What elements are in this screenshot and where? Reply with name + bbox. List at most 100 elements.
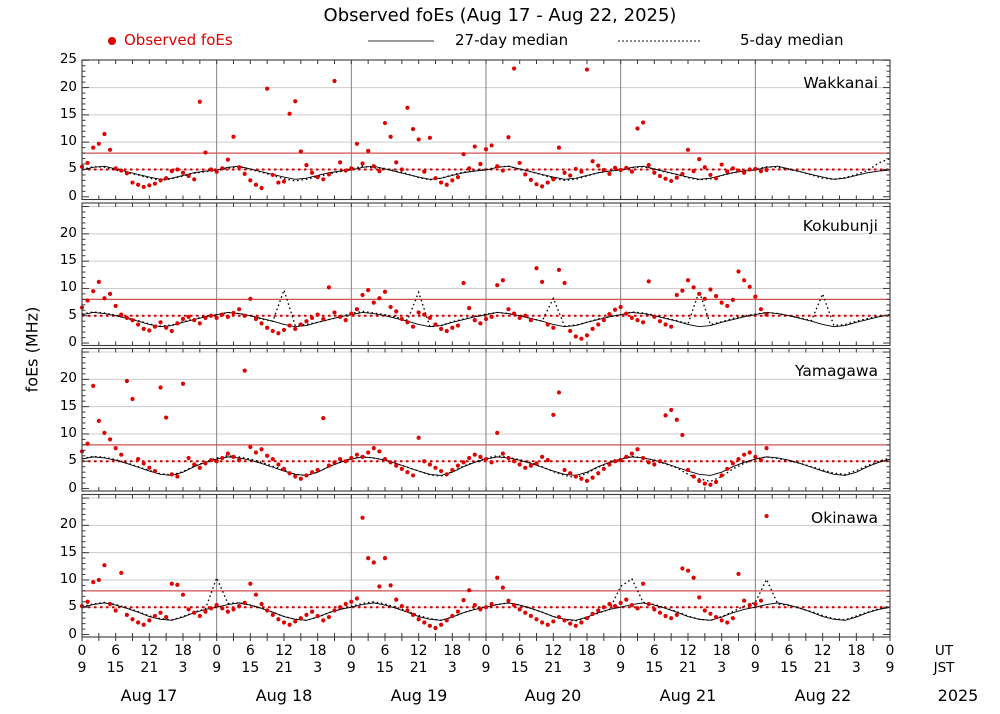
x-tick-label-ut: 0 — [212, 643, 222, 659]
page-title: Observed foEs (Aug 17 - Aug 22, 2025) — [323, 5, 677, 26]
station-label-wakkanai: Wakkanai — [803, 74, 878, 92]
x-tick-label-ut: 6 — [380, 643, 390, 659]
x-tick-label-jst: 15 — [376, 660, 394, 676]
y-tick-label: 20 — [59, 516, 77, 533]
station-label-okinawa: Okinawa — [811, 509, 878, 527]
x-tick-label-jst: 3 — [851, 660, 861, 676]
x-tick-label-jst: 9 — [212, 660, 222, 676]
legend-median27-label: 27-day median — [455, 31, 569, 49]
x-tick-label-ut: 12 — [813, 643, 832, 659]
x-tick-label-jst: 15 — [510, 660, 529, 676]
y-tick-label: 15 — [59, 105, 77, 122]
station-label-yamagawa: Yamagawa — [795, 362, 878, 380]
panel-okinawa — [79, 493, 891, 641]
x-tick-label-jst: 15 — [780, 660, 798, 676]
y-tick-label: 5 — [68, 452, 77, 469]
date-label-aug22: Aug 22 — [794, 686, 852, 705]
y-tick-label: 15 — [59, 397, 77, 414]
y-tick-label: 0 — [68, 187, 77, 204]
y-tick-label: 10 — [59, 424, 77, 441]
x-tick-label-ut: 0 — [481, 643, 491, 659]
x-tick-label-jst: 21 — [679, 660, 697, 676]
x-tick-label-ut: 0 — [885, 643, 895, 659]
y-tick-label: 5 — [68, 306, 77, 323]
x-tick-label-ut: 12 — [275, 643, 293, 659]
x-tick-label-jst: 21 — [275, 660, 293, 676]
legend-median5-label: 5-day median — [740, 31, 844, 49]
median5-line — [81, 288, 891, 328]
x-tick-label-jst: 21 — [140, 660, 159, 676]
x-tick-label-ut: 6 — [111, 643, 121, 659]
date-label-aug18: Aug 18 — [255, 686, 313, 705]
y-tick-label: 10 — [59, 133, 77, 150]
x-tick-label-jst: 15 — [645, 660, 664, 676]
observed-points — [79, 66, 769, 191]
y-tick-label: 20 — [59, 78, 77, 95]
panel-kokubunji — [79, 202, 891, 347]
y-tick-label: 10 — [59, 279, 77, 296]
x-tick-label-ut: 0 — [77, 643, 87, 659]
y-tick-label: 0 — [68, 334, 77, 351]
x-tick-label-ut: 18 — [578, 643, 596, 659]
legend-median27-line-icon — [368, 40, 434, 42]
observed-points — [79, 513, 769, 631]
observed-points — [79, 368, 769, 487]
y-tick-label: 10 — [59, 570, 77, 587]
y-tick-label: 20 — [59, 370, 77, 387]
x-tick-label-ut: 12 — [409, 643, 428, 659]
x-tick-label-ut: 6 — [245, 643, 255, 659]
y-tick-label: 15 — [59, 252, 77, 269]
x-tick-label-jst: 15 — [241, 660, 260, 676]
x-tick-label-jst: 15 — [106, 660, 125, 676]
x-tick-label-ut: 18 — [308, 643, 327, 659]
x-tick-label-ut: 12 — [544, 643, 563, 659]
x-tick-label-jst: 9 — [616, 660, 626, 676]
x-tick-label-ut: 18 — [712, 643, 731, 659]
legend-median5-line-icon — [618, 40, 700, 42]
y-tick-label: 15 — [59, 543, 77, 560]
x-tick-label-ut: 6 — [515, 643, 525, 659]
x-tick-label-ut: 6 — [784, 643, 794, 659]
date-label-aug21: Aug 21 — [659, 686, 717, 705]
x-tick-label-jst: 21 — [813, 660, 832, 676]
y-tick-label: 5 — [68, 160, 77, 177]
x-tick-label-ut: 0 — [346, 643, 356, 659]
date-label-aug17: Aug 17 — [120, 686, 178, 705]
x-tick-label-jst: 9 — [481, 660, 491, 676]
station-label-kokubunji: Kokubunji — [802, 217, 878, 235]
jst-axis-label: JST — [933, 660, 955, 676]
ut-axis-label: UT — [934, 643, 954, 659]
x-tick-label-ut: 0 — [616, 643, 626, 659]
x-tick-label-ut: 6 — [649, 643, 659, 659]
y-tick-label: 0 — [68, 625, 77, 642]
panel-wakkanai — [79, 59, 891, 201]
x-tick-label-jst: 9 — [750, 660, 760, 676]
y-tick-label: 0 — [68, 479, 77, 496]
x-tick-label-jst: 3 — [447, 660, 457, 676]
x-tick-label-ut: 18 — [443, 643, 462, 659]
panel-yamagawa — [79, 347, 891, 492]
x-tick-label-ut: 0 — [750, 643, 760, 659]
legend-observed-label: Observed foEs — [124, 31, 233, 49]
x-tick-label-jst: 9 — [77, 660, 87, 676]
x-tick-label-jst: 21 — [544, 660, 563, 676]
x-tick-label-jst: 3 — [717, 660, 727, 676]
y-tick-label: 20 — [59, 224, 77, 241]
x-tick-label-jst: 9 — [885, 660, 895, 676]
x-tick-label-ut: 18 — [174, 643, 192, 659]
x-tick-label-jst: 3 — [582, 660, 592, 676]
x-tick-label-jst: 3 — [178, 660, 188, 676]
y-tick-label: 25 — [59, 51, 77, 68]
x-tick-label-ut: 12 — [140, 643, 159, 659]
x-tick-label-jst: 9 — [346, 660, 356, 676]
observed-points — [79, 266, 769, 341]
legend-observed-dot-icon — [108, 37, 116, 45]
date-label-aug19: Aug 19 — [390, 686, 448, 705]
year-label: 2025 — [937, 686, 979, 705]
x-tick-label-ut: 18 — [847, 643, 866, 659]
x-tick-label-ut: 12 — [679, 643, 697, 659]
y-tick-label: 5 — [68, 598, 77, 615]
x-tick-label-jst: 21 — [409, 660, 428, 676]
